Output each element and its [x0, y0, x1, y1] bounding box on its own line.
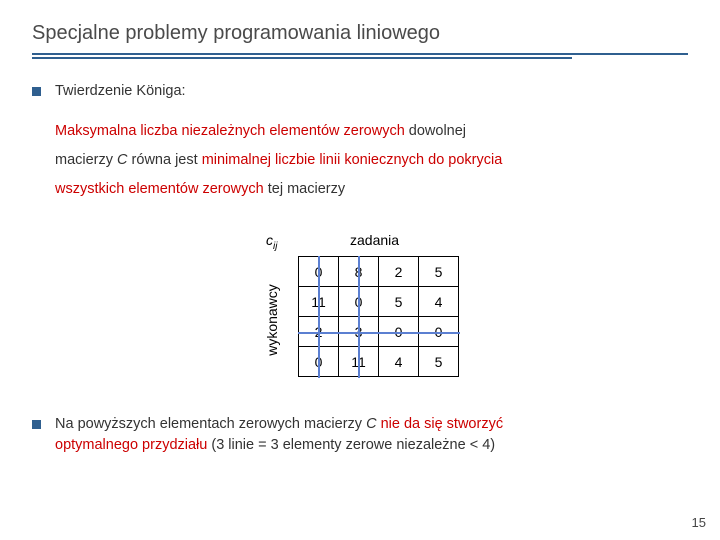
rows-header: wykonawcy: [264, 260, 280, 380]
bullet-1: Twierdzenie Königa:: [32, 83, 688, 99]
cell: 4: [419, 287, 459, 317]
cell: 5: [379, 287, 419, 317]
matrix-area: cij zadania wykonawcy 0 8 2 5 11 0 5 4 2…: [240, 232, 480, 392]
body-l2a: macierzy: [55, 152, 117, 168]
body-l3b: tej macierzy: [264, 181, 345, 197]
cell: 2: [379, 257, 419, 287]
body-l2c: równa jest: [128, 152, 202, 168]
bullet-2-text: Na powyższych elementach zerowych macier…: [55, 416, 503, 432]
columns-header: zadania: [350, 232, 399, 248]
matrix-table: 0 8 2 5 11 0 5 4 2 3 0 0 0 11 4 5: [298, 256, 459, 377]
cij-label: cij: [266, 232, 277, 252]
bullet-2: Na powyższych elementach zerowych macier…: [32, 416, 688, 432]
bullet-square-icon: [32, 87, 41, 96]
slide-title: Specjalne problemy programowania liniowe…: [32, 22, 688, 45]
title-underline: [32, 53, 688, 59]
page-number: 15: [692, 515, 706, 530]
cover-line-v2: [358, 256, 360, 378]
table-row: 0 8 2 5: [299, 257, 459, 287]
table-row: 11 0 5 4: [299, 287, 459, 317]
body-l3a: wszystkich elementów zerowych: [55, 181, 264, 197]
cell: 5: [419, 257, 459, 287]
cell: 5: [419, 347, 459, 377]
body-l1a: Maksymalna liczba niezależnych elementów…: [55, 123, 405, 139]
body-l2b: C: [117, 152, 127, 168]
table-row: 0 11 4 5: [299, 347, 459, 377]
cover-line-v1: [318, 256, 320, 378]
cell: 4: [379, 347, 419, 377]
body-l2d: minimalnej liczbie linii koniecznych do …: [202, 152, 503, 168]
body-l1b: dowolnej: [405, 123, 466, 139]
cover-line-h1: [298, 332, 460, 334]
bullet-square-icon: [32, 420, 41, 429]
bullet-1-text: Twierdzenie Königa:: [55, 83, 186, 99]
theorem-body: Maksymalna liczba niezależnych elementów…: [55, 117, 688, 204]
bullet-2-line2: optymalnego przydziału (3 linie = 3 elem…: [55, 434, 688, 457]
